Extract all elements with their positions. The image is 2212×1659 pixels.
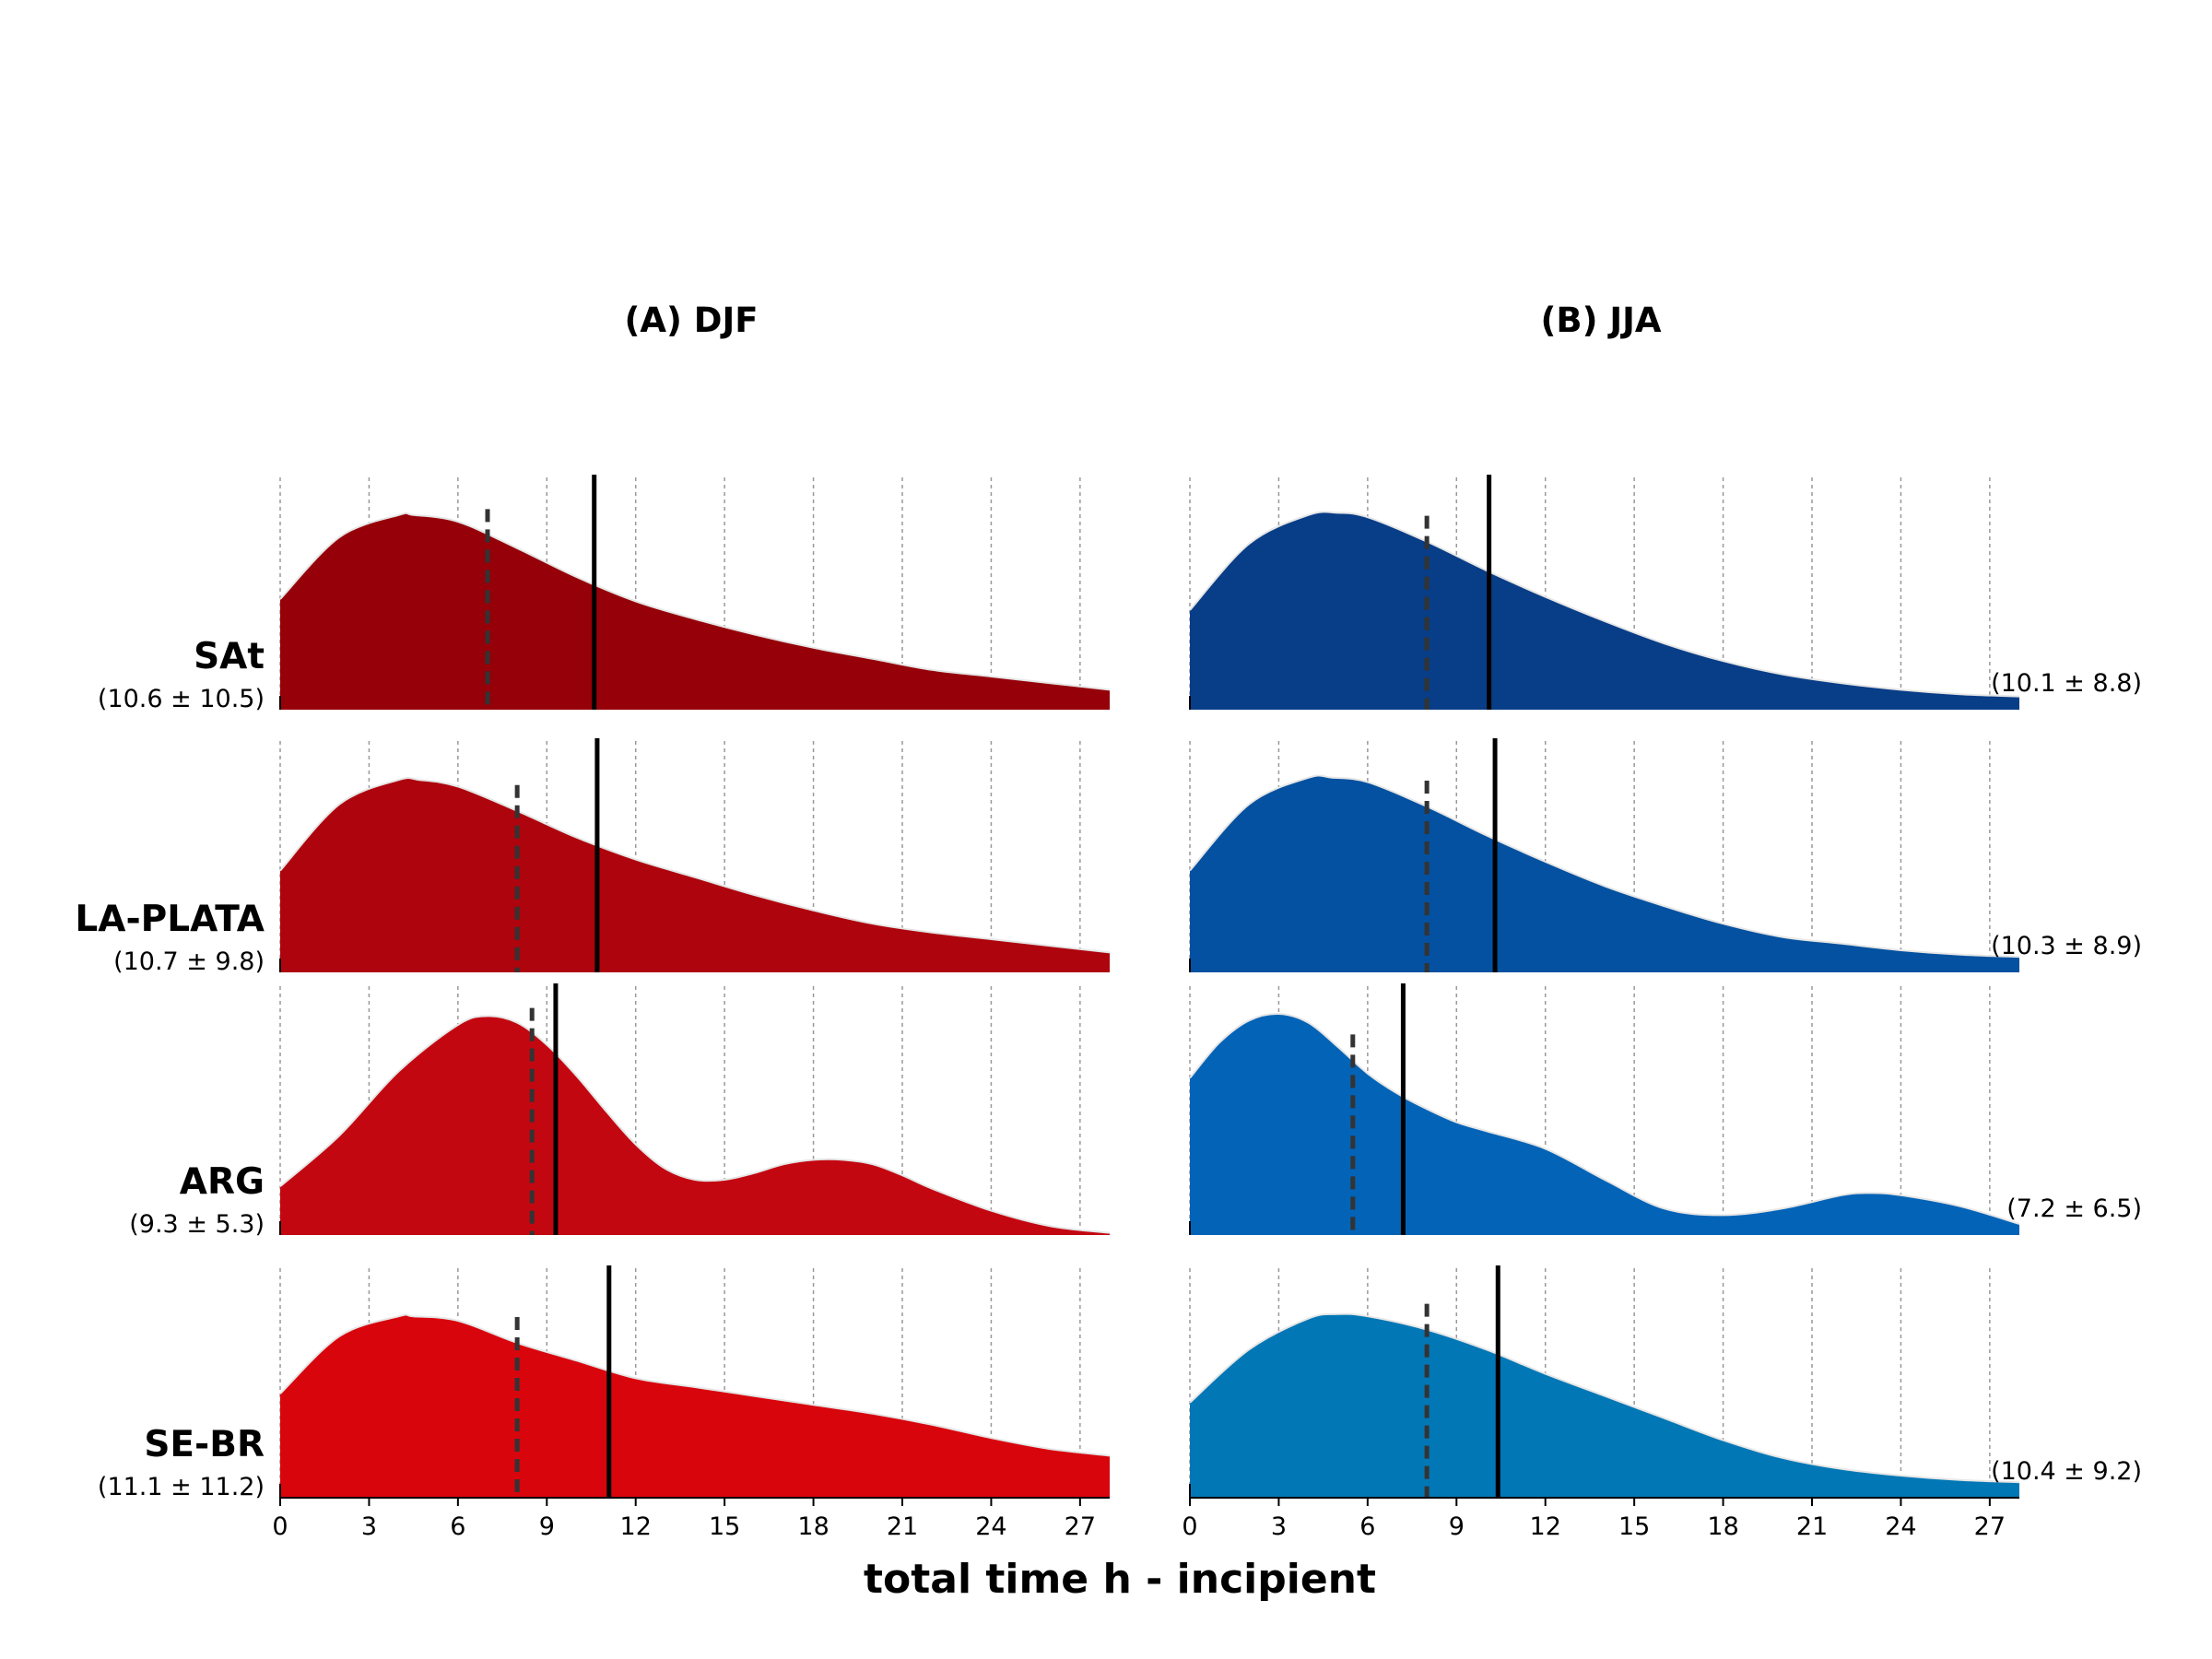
density-area bbox=[280, 1016, 1110, 1235]
region-label: ARG bbox=[180, 1161, 265, 1203]
stats-label: (11.1 ± 11.2) bbox=[98, 1473, 265, 1501]
x-tick-label: 15 bbox=[709, 1512, 740, 1541]
density-area bbox=[1190, 775, 2019, 972]
ridge-row-se-br: SE-BR (11.1 ± 11.2) bbox=[98, 1265, 1111, 1501]
stats-label: (10.7 ± 9.8) bbox=[113, 947, 265, 976]
ridge-row-sat: (10.1 ± 8.8) bbox=[1189, 475, 2142, 710]
density-outline bbox=[279, 1015, 1111, 1234]
ridge-row-arg: (7.2 ± 6.5) bbox=[1189, 983, 2142, 1235]
stats-label: (10.1 ± 8.8) bbox=[1991, 669, 2142, 698]
ridge-row-se-br: (10.4 ± 9.2) bbox=[1189, 1265, 2142, 1498]
panel-title-b: (B) JJA bbox=[1540, 300, 1661, 340]
x-tick-label: 3 bbox=[1271, 1512, 1287, 1541]
x-tick-label: 24 bbox=[1885, 1512, 1916, 1541]
density-area bbox=[280, 1314, 1110, 1498]
density-area bbox=[280, 512, 1110, 710]
x-tick-label: 9 bbox=[1449, 1512, 1465, 1541]
x-tick-label: 24 bbox=[975, 1512, 1006, 1541]
x-tick-label: 18 bbox=[1707, 1512, 1738, 1541]
ridge-row-la-plata: LA-PLATA (10.7 ± 9.8) bbox=[75, 738, 1111, 976]
stats-label: (10.4 ± 9.2) bbox=[1991, 1457, 2142, 1486]
region-label: SAt bbox=[194, 636, 265, 677]
region-label: LA-PLATA bbox=[75, 899, 265, 940]
x-tick-label: 0 bbox=[1182, 1512, 1197, 1541]
density-outline bbox=[279, 1313, 1111, 1457]
density-outline bbox=[1189, 1312, 2020, 1484]
stats-label: (7.2 ± 6.5) bbox=[2006, 1194, 2142, 1223]
x-tick-label: 6 bbox=[450, 1512, 465, 1541]
x-tick-label: 12 bbox=[1530, 1512, 1561, 1541]
density-area bbox=[1190, 1313, 2019, 1498]
x-tick-label: 15 bbox=[1618, 1512, 1650, 1541]
stats-label: (10.3 ± 8.9) bbox=[1991, 932, 2142, 960]
x-tick-label: 27 bbox=[1974, 1512, 2006, 1541]
density-outline bbox=[279, 776, 1111, 954]
region-label: SE-BR bbox=[144, 1424, 265, 1465]
panel-djf: SAt (10.6 ± 10.5) LA-PLATA (10.7 ± 9.8) ARG (… bbox=[75, 475, 1111, 1541]
x-tick-label: 6 bbox=[1359, 1512, 1375, 1541]
ridge-row-la-plata: (10.3 ± 8.9) bbox=[1189, 738, 2142, 972]
x-tick-label: 9 bbox=[539, 1512, 555, 1541]
ridge-row-arg: ARG (9.3 ± 5.3) bbox=[129, 983, 1111, 1239]
x-tick-label: 21 bbox=[1796, 1512, 1828, 1541]
density-area bbox=[280, 777, 1110, 972]
x-tick-label: 3 bbox=[361, 1512, 377, 1541]
x-tick-label: 12 bbox=[620, 1512, 652, 1541]
x-tick-label: 21 bbox=[887, 1512, 918, 1541]
density-outline bbox=[279, 512, 1111, 691]
stats-label: (10.6 ± 10.5) bbox=[98, 685, 265, 713]
x-tick-label: 27 bbox=[1065, 1512, 1096, 1541]
ridge-row-sat: SAt (10.6 ± 10.5) bbox=[98, 475, 1111, 713]
panel-title-a: (A) DJF bbox=[624, 300, 758, 340]
density-outline bbox=[1189, 774, 2020, 959]
stats-label: (9.3 ± 5.3) bbox=[129, 1210, 265, 1239]
x-tick-label: 18 bbox=[797, 1512, 829, 1541]
density-outline bbox=[1189, 1012, 2020, 1225]
panel-jja: (10.1 ± 8.8) (10.3 ± 8.9) (7.2 ± 6.5) (10.4… bbox=[1182, 475, 2142, 1541]
density-area bbox=[1190, 512, 2019, 710]
x-tick-label: 0 bbox=[272, 1512, 288, 1541]
density-area bbox=[1190, 1013, 2019, 1235]
density-outline bbox=[1189, 511, 2020, 698]
x-axis-label: total time h - incipient bbox=[864, 1556, 1376, 1603]
